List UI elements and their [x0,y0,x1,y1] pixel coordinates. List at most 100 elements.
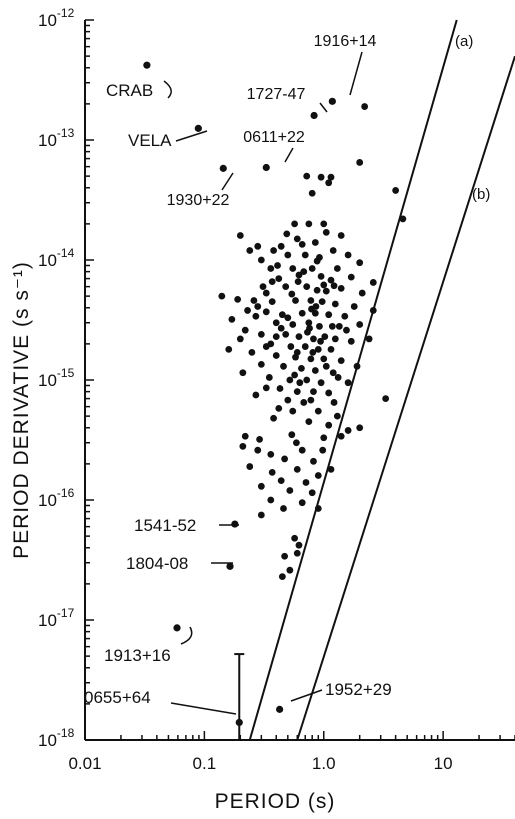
data-point [325,389,333,397]
data-point [272,333,280,340]
pulsar-label: 1952+29 [325,680,392,699]
data-point [284,251,292,259]
data-point [307,355,315,363]
data-point [330,282,338,290]
pulsar-label: 0655+64 [84,688,151,707]
data-point [317,337,324,345]
pulsar-label: 1913+16 [104,646,171,665]
data-point [267,265,275,272]
data-point [296,379,304,387]
pulsar-label: CRAB [106,81,153,100]
data-point [301,251,309,259]
data-point [322,287,330,295]
data-point [305,418,313,426]
data-point [236,232,244,239]
data-point [268,298,276,306]
data-point [314,345,322,353]
data-point [293,235,301,243]
data-point [293,348,301,356]
data-point [280,362,287,370]
named-pulsar-point [262,163,270,172]
data-point [318,298,326,306]
data-point [305,319,313,327]
data-point [256,435,263,443]
data-point [241,432,249,440]
data-point [319,446,327,454]
y-tick-label: 10-12 [38,6,75,30]
data-point [347,273,355,281]
data-point [272,352,280,359]
data-point [254,242,262,250]
data-point [277,242,285,250]
data-point [333,265,341,272]
data-point [335,322,343,330]
data-point [225,345,233,353]
data-point [246,463,254,470]
data-point [327,465,335,473]
data-point [329,369,337,377]
named-pulsar-point [226,562,234,570]
annotation-leader [221,172,234,191]
annotation-leader [349,51,363,96]
data-point [268,278,276,286]
data-point [311,367,319,374]
line-label-b: (b) [472,186,490,203]
y-tick-label: 10-18 [38,726,75,750]
data-point [262,308,270,316]
data-point [311,239,319,246]
data-point [358,289,366,297]
data-point [286,566,294,574]
data-point [280,505,287,512]
data-point [294,278,302,286]
data-point [350,303,358,310]
data-point [347,337,355,345]
data-point [298,309,306,317]
data-point [320,220,328,228]
data-point [291,534,299,542]
data-point [310,388,317,396]
annotation-leader [170,702,237,715]
data-point [317,379,325,387]
data-point [284,396,292,404]
data-point [321,333,329,340]
data-point [298,240,306,248]
x-tick-labels: 0.01 0.1 1.0 10 [68,754,452,773]
data-point [244,307,251,314]
data-point [286,487,294,494]
data-point [248,348,256,356]
data-point [369,307,377,314]
data-point [325,311,333,319]
data-point [304,328,311,336]
data-point [399,215,407,223]
named-pulsar-point [231,520,239,528]
data-points [143,61,407,727]
data-point [275,275,283,282]
data-point [278,311,286,319]
line-label-a: (a) [455,33,473,50]
data-point [331,335,339,343]
data-point [254,303,262,310]
fit-line-b [296,55,515,741]
data-point [327,276,335,284]
data-point [257,360,265,368]
data-point [252,312,260,320]
data-point [259,283,267,291]
data-point [289,321,297,328]
pulsar-label: 0611+22 [243,129,305,146]
data-point [392,187,400,194]
data-point [288,290,296,298]
data-point [312,303,320,310]
data-point [327,173,335,181]
data-point [288,431,296,439]
annotation-leader [163,80,172,99]
data-point [337,432,345,440]
data-point [239,442,247,450]
annotation-leader [290,689,323,702]
data-point [316,322,323,330]
fit-lines [248,19,515,741]
data-point [295,333,303,340]
data-point [337,284,345,292]
data-point [291,220,299,228]
data-point [303,283,311,291]
